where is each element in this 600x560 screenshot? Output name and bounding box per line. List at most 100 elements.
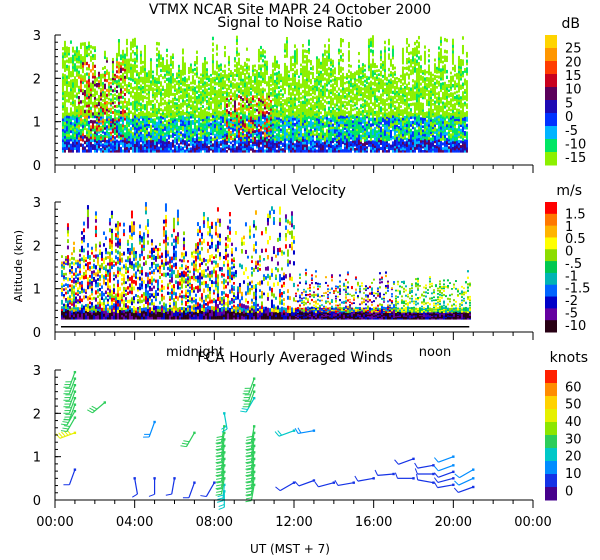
snr-cell [367,76,370,80]
snr-cell [275,62,278,66]
snr-cell [259,51,262,55]
snr-cell [205,93,208,96]
snr-cell [261,126,264,130]
snr-cell [201,78,204,82]
snr-cell [279,128,282,132]
snr-cell [189,111,192,115]
snr-cell [335,78,338,82]
snr-cell [145,127,148,131]
snr-cell [349,80,352,83]
snr-cell [331,123,334,127]
snr-cell [263,50,266,54]
snr-cell [291,137,294,141]
snr-cell [345,115,348,119]
snr-cell [91,146,94,150]
snr-cell [109,107,112,111]
snr-cell [247,142,250,146]
snr-cell [233,118,236,122]
snr-cell [247,107,250,111]
snr-cell [81,61,84,65]
snr-cell [97,128,100,132]
snr-cell [73,63,76,67]
snr-cell [125,137,128,142]
snr-cell [313,122,316,125]
snr-cell [323,135,326,139]
snr-cell [273,137,276,141]
snr-cell [201,80,204,84]
snr-cell [279,140,282,143]
snr-cell [345,72,348,76]
snr-cell [359,82,362,86]
snr-cell [125,126,128,130]
snr-cell [97,84,100,88]
snr-cell [211,117,214,121]
snr-cell [221,86,224,90]
snr-cell [359,93,362,97]
snr-cell [305,141,308,145]
snr-cell [225,87,228,91]
snr-cell [61,78,64,82]
snr-cell [165,141,168,145]
snr-cell [305,80,308,84]
snr-cell [79,143,82,147]
snr-cell [273,96,276,100]
snr-cell [357,59,360,63]
snr-cell [77,55,80,59]
snr-cell [213,111,216,114]
snr-cell [191,100,194,104]
snr-cell [239,134,242,137]
snr-cell [371,131,374,136]
snr-cell [369,100,372,105]
snr-cell [353,135,356,139]
snr-cell [87,75,90,79]
snr-cell [331,137,334,141]
snr-cell [263,68,266,72]
snr-cell [221,137,224,140]
snr-cell [223,51,226,55]
snr-cell [129,46,132,51]
snr-cell [337,126,340,130]
snr-cell [217,121,220,125]
snr-cell [247,137,250,141]
snr-cell [299,136,302,140]
snr-cell [369,66,372,70]
snr-cell [305,98,308,102]
snr-cell [187,98,190,102]
snr-cell [205,118,208,121]
snr-cell [255,133,258,137]
snr-cell [199,136,202,139]
snr-cell [273,67,276,71]
snr-cell [149,114,152,119]
snr-cell [169,129,172,133]
snr-cell [215,52,218,56]
snr-cell [367,56,370,60]
snr-cell [83,50,86,55]
snr-cell [323,99,326,103]
snr-cell [177,71,180,75]
snr-cell [155,47,158,51]
snr-cell [365,115,368,119]
snr-cell [179,69,182,73]
snr-cell [277,94,280,98]
snr-cell [215,138,218,142]
snr-cell [367,61,370,66]
snr-cell [265,120,268,123]
snr-cell [115,132,118,136]
snr-cell [177,143,180,147]
snr-cell [129,138,132,142]
snr-cell [171,112,174,116]
snr-cell [77,70,80,74]
snr-cell [285,97,288,101]
snr-cell [105,115,108,119]
snr-cell [269,106,272,109]
snr-cell [209,105,212,108]
snr-cell [233,85,236,89]
snr-cell [213,119,216,123]
snr-cell [175,80,178,84]
snr-cell [335,146,338,149]
snr-cell [267,121,270,125]
snr-cell [285,74,288,78]
snr-cell [367,50,370,54]
snr-cell [175,134,178,137]
snr-cell [95,136,98,140]
